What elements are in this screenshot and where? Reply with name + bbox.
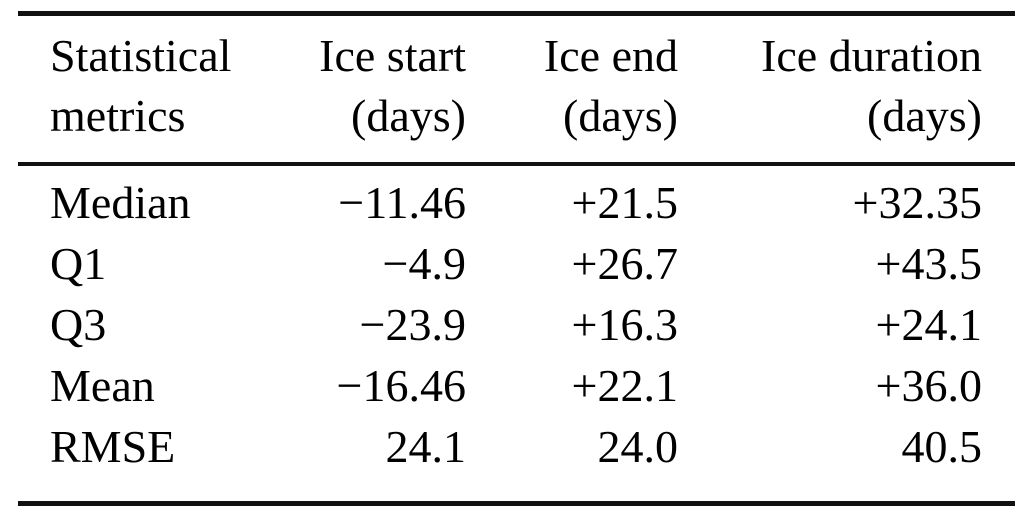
header-ice-start: Ice start (days) (273, 14, 466, 165)
header-line: (days) (563, 90, 678, 141)
cell-q1-ice-start: −4.9 (382, 238, 466, 289)
cell-q1-ice-duration: +43.5 (875, 238, 982, 289)
metric-label: RMSE (50, 421, 176, 472)
table-header: Statistical metrics Ice start (days) Ice… (18, 13, 1015, 165)
cell-q3-ice-duration: +24.1 (875, 299, 982, 350)
cell-median-ice-start: −11.46 (338, 177, 466, 228)
table-row-q1: Q1 −4.9 +26.7 +43.5 (18, 233, 1015, 294)
header-line: Ice duration (761, 30, 982, 81)
cell-median-ice-duration: +32.35 (852, 177, 982, 228)
cell-q1-ice-end: +26.7 (571, 238, 678, 289)
header-line: Ice end (543, 30, 678, 81)
cell-q3-ice-end: +16.3 (571, 299, 678, 350)
header-line: (days) (867, 90, 982, 141)
header-line: Ice start (319, 30, 466, 81)
cell-rmse-ice-start: 24.1 (385, 421, 467, 472)
table-row-mean: Mean −16.46 +22.1 +36.0 (18, 355, 1015, 416)
header-line: (days) (351, 90, 466, 141)
header-line: metrics (50, 90, 186, 141)
cell-q3-ice-start: −23.9 (359, 299, 466, 350)
cell-mean-ice-start: −16.46 (336, 360, 466, 411)
metric-label: Mean (50, 360, 155, 411)
table-body: Median −11.46 +21.5 +32.35 Q1 −4.9 +26.7… (18, 164, 1015, 504)
header-ice-duration: Ice duration (days) (678, 14, 1015, 165)
statistics-table: Statistical metrics Ice start (days) Ice… (18, 11, 1015, 506)
header-line: Statistical (50, 30, 232, 81)
table-row-rmse: RMSE 24.1 24.0 40.5 (18, 416, 1015, 504)
header-ice-end: Ice end (days) (466, 14, 678, 165)
cell-rmse-ice-duration: 40.5 (901, 421, 983, 472)
metric-label: Median (50, 177, 191, 228)
cell-mean-ice-duration: +36.0 (875, 360, 982, 411)
cell-rmse-ice-end: 24.0 (597, 421, 679, 472)
table-row-median: Median −11.46 +21.5 +32.35 (18, 164, 1015, 233)
cell-median-ice-end: +21.5 (571, 177, 678, 228)
metric-label: Q3 (50, 299, 107, 350)
header-statistical-metrics: Statistical metrics (18, 14, 273, 165)
header-row: Statistical metrics Ice start (days) Ice… (18, 13, 1015, 165)
metric-label: Q1 (50, 238, 107, 289)
cell-mean-ice-end: +22.1 (571, 360, 678, 411)
table-row-q3: Q3 −23.9 +16.3 +24.1 (18, 294, 1015, 355)
